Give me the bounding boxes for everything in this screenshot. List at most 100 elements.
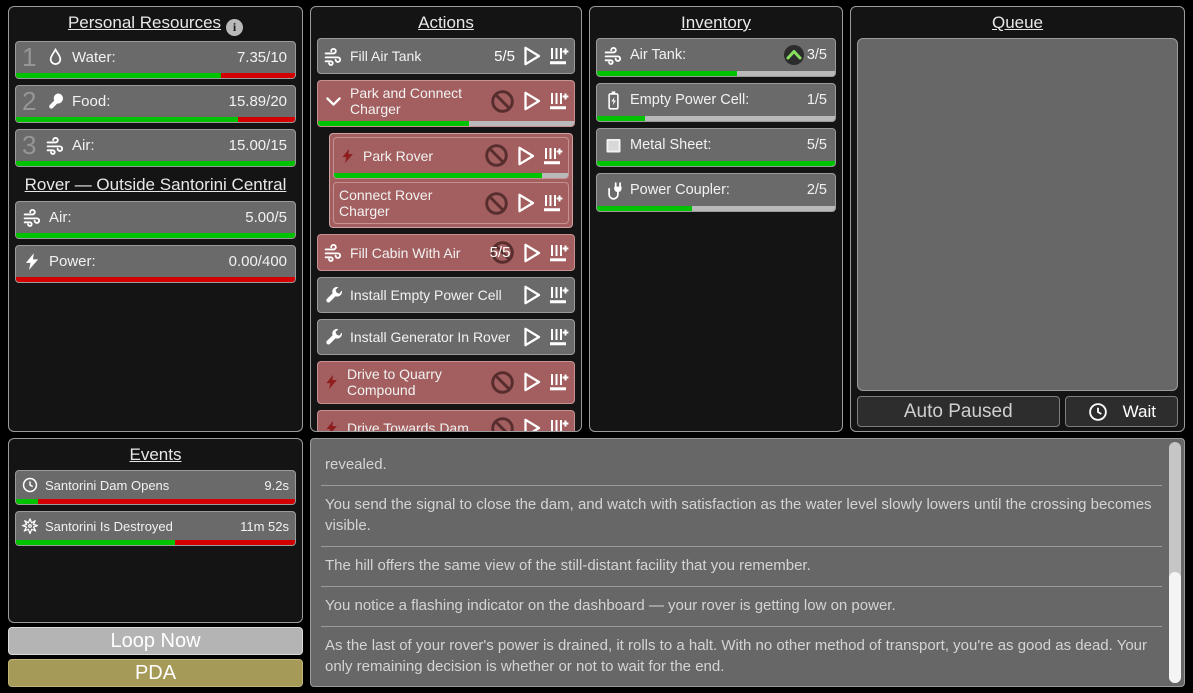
progress-bar [597,71,835,76]
inventory-row: Metal Sheet: 5/5 [596,128,836,167]
action-label: Install Generator In Rover [350,329,511,346]
bottom-row: Events Santorini Dam Opens 9.2s Santorini … [8,438,1185,687]
resource-label: Air: [72,136,95,154]
action-row[interactable]: Install Generator In Rover [317,319,575,356]
action-count: 5/5 [489,244,511,262]
no-entry-icon [489,415,516,431]
action-row[interactable]: Connect Rover Charger [333,182,569,225]
log-entry: revealed. [321,439,1162,487]
add-to-queue-button[interactable] [546,370,570,394]
lightning-red-icon [339,147,357,165]
top-row: Personal Resources i 1 Water: 7.35/10 2 Food:… [8,6,1185,432]
action-row[interactable]: Drive Towards Dam [317,409,575,431]
metal-sheet-icon [603,135,624,156]
inventory-list: Air Tank: 3/5 Empty Power Cell: 1/5 Metal Sh… [596,38,836,212]
log-entry: You send the signal to close the dam, an… [321,486,1162,547]
lightning-icon [22,251,43,272]
add-to-queue-button[interactable] [546,416,570,431]
action-row[interactable]: Park Rover [333,137,569,180]
auto-paused-button[interactable]: Auto Paused [857,396,1060,427]
progress-bar [597,161,835,166]
personal-resources-title: Personal Resources [67,13,222,32]
event-label: Santorini Is Destroyed [45,518,173,534]
play-action-button[interactable] [519,416,543,431]
progress-bar [597,116,835,121]
event-countdown: 11m 52s [240,518,289,534]
no-entry-icon [489,369,516,396]
play-action-button[interactable] [519,370,543,394]
log-scrollbar[interactable] [1169,442,1181,683]
play-action-button[interactable] [519,325,543,349]
pda-button[interactable]: PDA [8,659,303,687]
play-action-button[interactable] [519,44,543,68]
add-to-queue-button[interactable] [546,325,570,349]
add-to-queue-button[interactable] [546,89,570,113]
action-controls: 5/5 [489,239,570,266]
info-icon[interactable]: i [226,19,244,36]
action-label: Fill Air Tank [350,47,422,64]
resource-slot-number: 3 [22,130,37,160]
progress-bar [16,540,295,545]
resource-row: Air: 5.00/5 [15,201,296,239]
play-action-button[interactable] [519,89,543,113]
log-entry: The hill offers the same view of the sti… [321,547,1162,587]
add-to-queue-button[interactable] [546,241,570,265]
chevron-down-icon [323,91,344,112]
resource-label: Food: [72,92,111,110]
inventory-header: Inventory [596,11,836,38]
action-disabled-indicator: 5/5 [489,239,516,266]
clock-icon [21,476,39,494]
play-action-button[interactable] [519,241,543,265]
personal-resources-panel: Personal Resources i 1 Water: 7.35/10 2 Food:… [8,6,303,432]
personal-resources-header: Personal Resources i [15,11,296,41]
log-scrollbar-thumb[interactable] [1169,572,1181,683]
action-row[interactable]: Fill Cabin With Air 5/5 [317,234,575,272]
inventory-label: Power Coupler: [630,182,730,198]
inventory-row: Air Tank: 3/5 [596,38,836,77]
action-controls [489,369,570,396]
action-row[interactable]: Park and Connect Charger [317,80,575,128]
wrench-icon [323,285,344,306]
add-to-queue-button[interactable] [540,191,564,215]
add-to-queue-button[interactable] [540,144,564,168]
event-label: Santorini Dam Opens [45,477,170,493]
actions-panel: Actions Fill Air Tank 5/5 Park and Connect… [310,6,582,432]
action-disabled-indicator [489,369,516,396]
add-to-queue-button[interactable] [546,283,570,307]
resource-value: 15.89/20 [228,92,287,110]
play-action-button[interactable] [513,191,537,215]
inventory-value: 2/5 [807,182,827,198]
inventory-count: 1/5 [806,92,827,108]
wind-icon [323,46,344,67]
play-action-button[interactable] [513,144,537,168]
rover-resources-list: Air: 5.00/5 Power: 0.00/400 [15,201,296,283]
actions-list: Fill Air Tank 5/5 Park and Connect Charger… [317,38,575,431]
lightning-red-icon [323,373,341,391]
wait-button[interactable]: Wait [1064,396,1178,427]
inventory-value: 5/5 [807,137,827,153]
inventory-row: Empty Power Cell: 1/5 [596,83,836,122]
progress-bar [597,206,835,211]
progress-bar [16,73,295,78]
play-action-button[interactable] [519,283,543,307]
loop-now-button[interactable]: Loop Now [8,627,303,656]
action-row[interactable]: Install Empty Power Cell [317,277,575,314]
no-entry-icon [489,88,516,115]
action-controls [489,88,570,115]
action-row[interactable]: Drive to Quarry Compound [317,361,575,404]
action-row[interactable]: Fill Air Tank 5/5 [317,38,575,74]
action-count: 5/5 [494,47,515,65]
event-row: Santorini Dam Opens 9.2s [15,470,296,505]
wind-icon [603,45,624,66]
progress-bar [16,161,295,166]
resource-value: 0.00/400 [228,252,287,270]
actions-header: Actions [317,11,575,38]
action-controls [519,283,570,307]
personal-resources-list: 1 Water: 7.35/10 2 Food: 15.89/20 3 Air: 15.00/1… [15,41,296,167]
action-label: Drive to Quarry Compound [347,366,442,399]
action-controls: 5/5 [494,44,570,68]
action-controls [489,415,570,431]
add-to-queue-button[interactable] [546,44,570,68]
action-label: Connect Rover Charger [339,187,433,220]
